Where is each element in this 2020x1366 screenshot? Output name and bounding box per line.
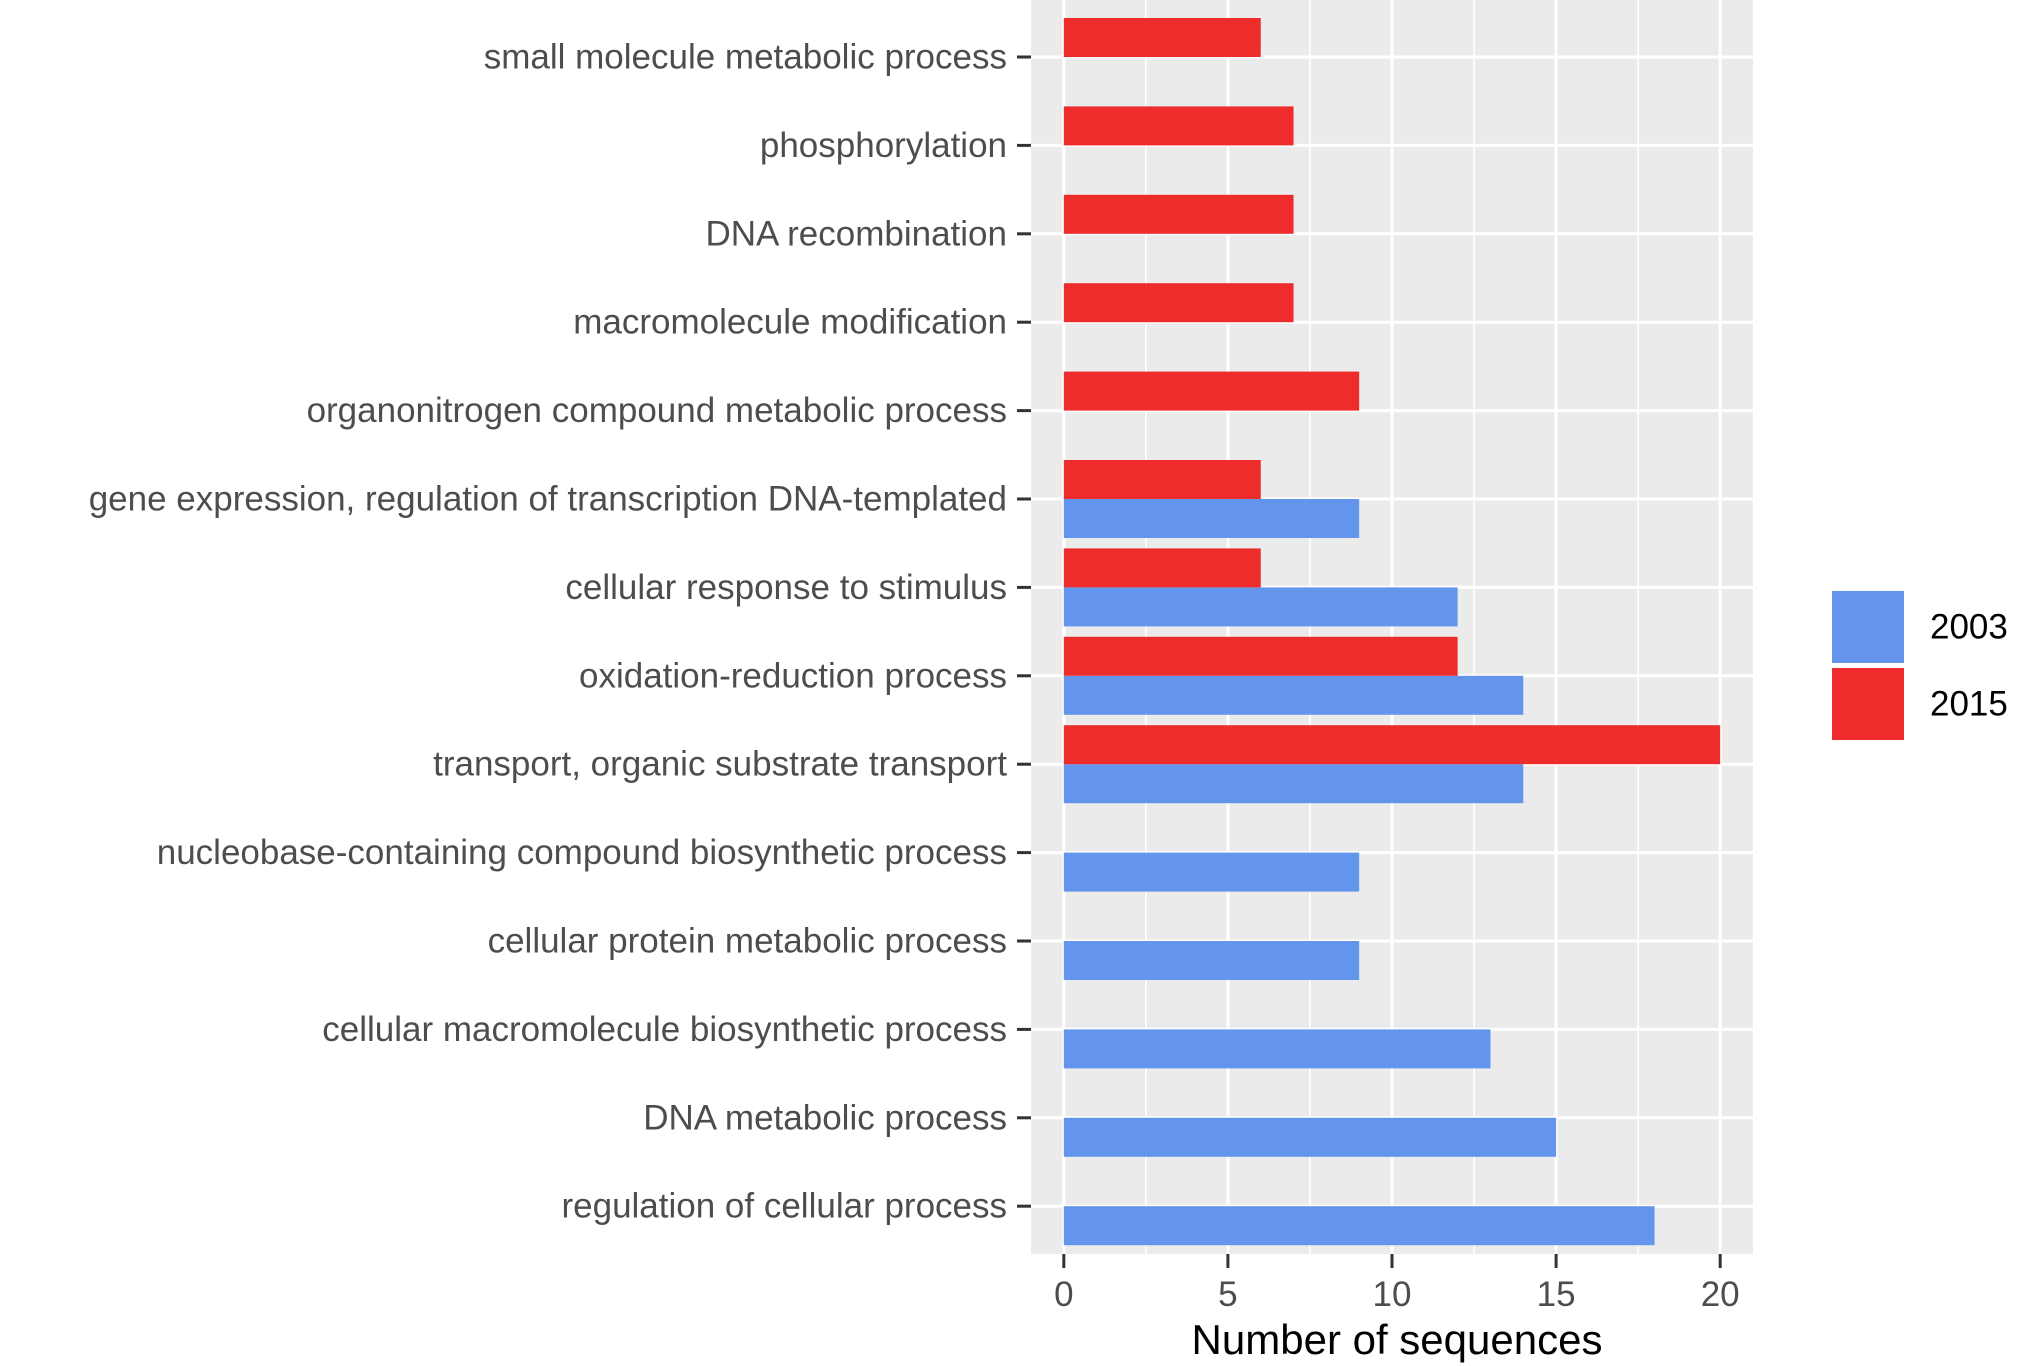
y-tick-label: transport, organic substrate transport xyxy=(433,745,1007,784)
bar-2015-gene-expression-regulation-of-transcription-dna-templated xyxy=(1063,460,1261,499)
y-tick-label: DNA recombination xyxy=(705,214,1007,253)
y-tick-label: cellular response to stimulus xyxy=(565,568,1007,607)
y-tick-label: macromolecule modification xyxy=(573,303,1007,342)
legend-key-2015 xyxy=(1832,668,1904,740)
x-axis: 0 5 10 15 20 xyxy=(1054,1254,1740,1314)
y-tick-label: organonitrogen compound metabolic proces… xyxy=(307,391,1007,430)
bar-2003-nucleobase-containing-compound-biosynthetic-process xyxy=(1063,852,1360,892)
y-tick-label: regulation of cellular process xyxy=(561,1187,1007,1226)
y-axis: small molecule metabolic process phosphor… xyxy=(89,38,1031,1226)
y-tick-label: phosphorylation xyxy=(760,126,1007,165)
bar-2003-oxidation-reduction-process xyxy=(1063,675,1524,715)
bar-2003-dna-metabolic-process xyxy=(1063,1117,1557,1157)
bar-2015-organonitrogen-compound-metabolic-process xyxy=(1063,371,1360,411)
bar-2015-oxidation-reduction-process xyxy=(1063,636,1458,676)
bar-2015-small-molecule-metabolic-process xyxy=(1063,18,1261,57)
x-tick-label: 5 xyxy=(1218,1275,1237,1314)
x-tick-label: 20 xyxy=(1701,1275,1740,1314)
y-tick-label: cellular macromolecule biosynthetic proc… xyxy=(322,1010,1007,1049)
x-tick-label: 10 xyxy=(1373,1275,1412,1314)
x-axis-title: Number of sequences xyxy=(1192,1316,1603,1363)
x-tick-label: 0 xyxy=(1054,1275,1073,1314)
x-tick-label: 15 xyxy=(1537,1275,1576,1314)
bar-2003-transport-organic-substrate-transport xyxy=(1063,764,1524,804)
bar-2003-regulation-of-cellular-process xyxy=(1063,1206,1655,1246)
bar-2015-macromolecule-modification xyxy=(1063,283,1294,323)
legend-key-2003 xyxy=(1832,591,1904,663)
bar-2015-cellular-response-to-stimulus xyxy=(1063,548,1261,588)
y-tick-label: cellular protein metabolic process xyxy=(488,922,1007,961)
bar-2003-cellular-response-to-stimulus xyxy=(1063,587,1458,627)
y-tick-label: DNA metabolic process xyxy=(643,1098,1007,1137)
bars xyxy=(1063,18,1721,1246)
bar-2015-transport-organic-substrate-transport xyxy=(1063,725,1721,765)
y-tick-label: small molecule metabolic process xyxy=(484,38,1007,77)
legend: 2003 2015 xyxy=(1832,591,2008,740)
bar-2003-cellular-macromolecule-biosynthetic-process xyxy=(1063,1029,1491,1069)
bar-2003-gene-expression-regulation-of-transcription-dna-templated xyxy=(1063,499,1360,538)
legend-label-2015: 2015 xyxy=(1930,685,2008,724)
y-tick-label: gene expression, regulation of transcrip… xyxy=(89,480,1007,519)
legend-label-2003: 2003 xyxy=(1930,608,2008,647)
y-tick-label: oxidation-reduction process xyxy=(579,656,1007,695)
bar-2015-dna-recombination xyxy=(1063,194,1294,234)
bar-2015-phosphorylation xyxy=(1063,106,1294,146)
y-tick-label: nucleobase-containing compound biosynthe… xyxy=(157,833,1007,872)
bar-2003-cellular-protein-metabolic-process xyxy=(1063,941,1360,980)
